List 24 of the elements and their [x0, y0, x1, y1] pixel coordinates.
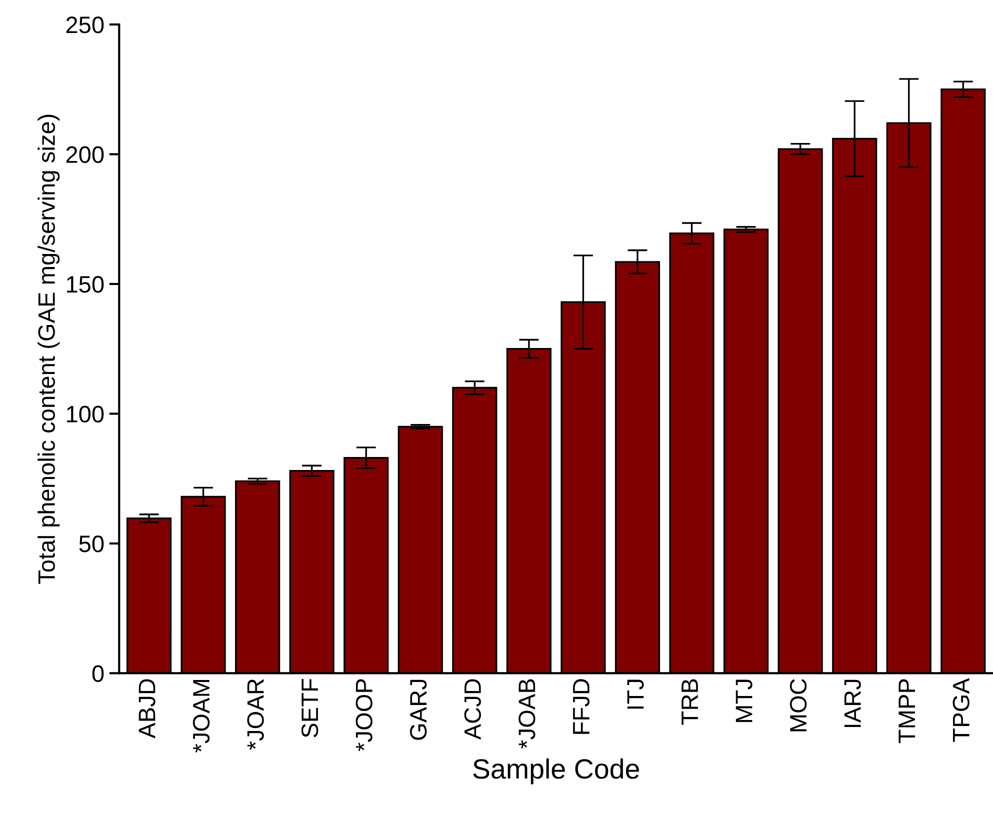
- x-tick-label: MOC: [790, 678, 807, 732]
- y-tick-label: 150: [66, 276, 104, 293]
- x-tick-label: IARJ: [844, 680, 861, 728]
- y-tick-label: 200: [66, 146, 104, 164]
- x-tick-label: *JOOP: [356, 679, 372, 752]
- y-tick-label: 250: [66, 16, 104, 34]
- y-tick-label: 100: [66, 406, 104, 422]
- x-axis-title: Sample Code: [473, 758, 640, 784]
- x-tick-label: MTJ: [736, 680, 752, 722]
- y-tick-label: 0: [92, 665, 104, 682]
- y-axis-title: Total phenolic content (GAE mg/serving size): [38, 114, 60, 584]
- y-tick-label: 50: [79, 536, 104, 552]
- x-tick-label: *JOAR: [247, 679, 264, 750]
- x-tick-label: TRB: [682, 679, 698, 725]
- x-tick-label: ITJ: [627, 680, 644, 709]
- x-tick-label: *JOAB: [518, 679, 536, 749]
- x-tick-label: ABJD: [138, 679, 156, 738]
- x-tick-label: SETF: [301, 679, 318, 738]
- x-tick-label: TMPP: [898, 679, 915, 744]
- x-tick-label: TPGA: [952, 678, 970, 742]
- x-tick-label: GARJ: [410, 680, 427, 740]
- x-tick-label: *JOAM: [192, 680, 210, 752]
- x-tick-label: ACJD: [464, 679, 482, 740]
- x-tick-label: FFJD: [573, 679, 590, 734]
